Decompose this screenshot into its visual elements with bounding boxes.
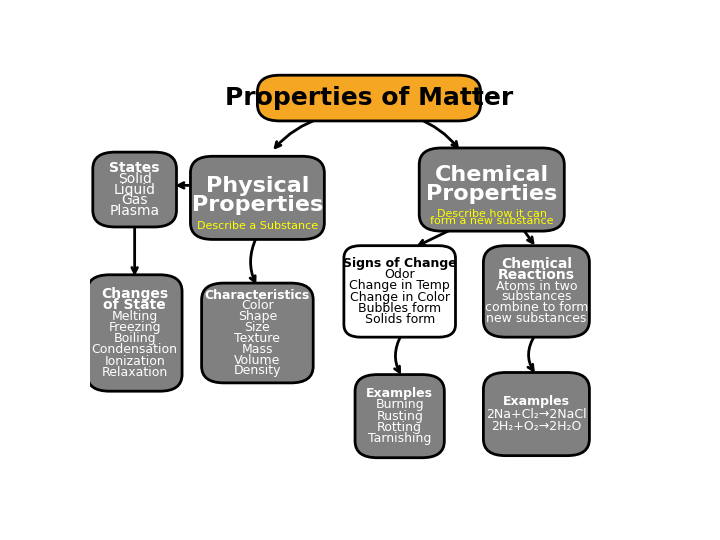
Text: Describe a Substance: Describe a Substance <box>197 221 318 231</box>
Text: Density: Density <box>234 364 281 377</box>
Text: Reactions: Reactions <box>498 268 575 282</box>
Text: Chemical: Chemical <box>501 258 572 272</box>
Text: Examples: Examples <box>503 395 570 408</box>
Text: Bubbles form: Bubbles form <box>358 302 441 315</box>
Text: Rotting: Rotting <box>377 421 422 434</box>
Text: form a new substance: form a new substance <box>430 216 554 226</box>
Text: Boiling: Boiling <box>113 332 156 345</box>
Text: Ionization: Ionization <box>104 355 165 368</box>
Text: of State: of State <box>103 298 166 312</box>
Text: Properties: Properties <box>192 195 323 215</box>
Text: Condensation: Condensation <box>91 343 178 356</box>
Text: 2H₂+O₂→2H₂O: 2H₂+O₂→2H₂O <box>491 420 582 433</box>
FancyBboxPatch shape <box>419 148 564 231</box>
Text: substances: substances <box>501 291 572 303</box>
Text: Signs of Change: Signs of Change <box>343 257 456 270</box>
Text: Odor: Odor <box>384 268 415 281</box>
Text: States: States <box>109 161 160 175</box>
Text: Examples: Examples <box>366 387 433 400</box>
FancyBboxPatch shape <box>344 246 456 337</box>
FancyBboxPatch shape <box>190 156 324 239</box>
Text: Solid: Solid <box>117 172 152 186</box>
Text: Shape: Shape <box>238 310 277 323</box>
Text: new substances: new substances <box>486 312 587 325</box>
Text: Change in Color: Change in Color <box>350 291 450 303</box>
Text: 2Na+Cl₂→2NaCl: 2Na+Cl₂→2NaCl <box>486 408 587 421</box>
FancyBboxPatch shape <box>87 275 182 391</box>
Text: Size: Size <box>245 321 270 334</box>
Text: Texture: Texture <box>235 332 280 345</box>
Text: Burning: Burning <box>375 399 424 411</box>
Text: combine to form: combine to form <box>485 301 588 314</box>
Text: Atoms in two: Atoms in two <box>495 280 577 293</box>
Text: Volume: Volume <box>234 354 281 367</box>
Text: Describe how it can: Describe how it can <box>437 208 546 219</box>
FancyBboxPatch shape <box>483 246 590 337</box>
Text: Melting: Melting <box>112 309 158 323</box>
FancyBboxPatch shape <box>202 283 313 383</box>
FancyBboxPatch shape <box>93 152 176 227</box>
FancyBboxPatch shape <box>355 375 444 458</box>
Text: Physical: Physical <box>206 176 309 196</box>
Text: Relaxation: Relaxation <box>102 366 168 379</box>
Text: Tarnishing: Tarnishing <box>368 432 431 445</box>
Text: Plasma: Plasma <box>109 204 160 218</box>
Text: Gas: Gas <box>122 193 148 207</box>
Text: Solids form: Solids form <box>364 313 435 326</box>
FancyBboxPatch shape <box>483 373 590 456</box>
Text: Liquid: Liquid <box>114 183 156 197</box>
Text: Rusting: Rusting <box>377 410 423 423</box>
Text: Properties of Matter: Properties of Matter <box>225 86 513 110</box>
Text: Color: Color <box>241 300 274 313</box>
Text: Changes: Changes <box>101 287 168 301</box>
Text: Chemical: Chemical <box>435 165 549 185</box>
Text: Freezing: Freezing <box>109 321 161 334</box>
Text: Characteristics: Characteristics <box>204 289 310 302</box>
FancyBboxPatch shape <box>258 75 481 121</box>
Text: Change in Temp: Change in Temp <box>349 279 450 292</box>
Text: Properties: Properties <box>426 184 557 204</box>
Text: Mass: Mass <box>242 343 273 356</box>
